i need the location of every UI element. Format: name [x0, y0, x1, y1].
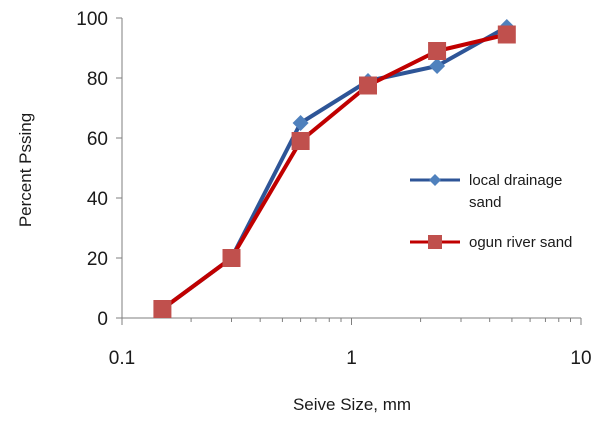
legend-label-line: sand — [469, 194, 502, 211]
y-tick-label: 20 — [87, 249, 108, 270]
axes: 0 20 40 60 80 100 0.1 1 10 — [76, 9, 591, 369]
legend-swatch-marker — [429, 174, 441, 186]
y-tick-label: 100 — [76, 9, 108, 30]
y-tick-label: 60 — [87, 129, 108, 150]
legend-label: local drainage sand — [469, 172, 562, 211]
legend-label: ogun river sand — [469, 234, 572, 251]
legend-label-line: local drainage — [469, 172, 562, 189]
series-line — [161, 25, 508, 311]
data-point — [153, 300, 172, 318]
x-axis-title: Seive Size, mm — [293, 395, 411, 414]
x-tick-label: 1 — [346, 348, 357, 369]
legend-item: ogun river sand — [410, 234, 572, 251]
data-point — [222, 249, 241, 267]
legend-swatch-marker — [428, 235, 442, 249]
data-point — [429, 58, 446, 74]
series-line — [161, 32, 508, 311]
data-point — [428, 42, 447, 60]
x-tick-label: 10 — [570, 348, 591, 369]
y-tick-label: 40 — [87, 189, 108, 210]
legend: local drainage sand ogun river sand — [410, 172, 572, 251]
y-tick-label: 0 — [97, 309, 108, 330]
data-point — [358, 76, 377, 95]
data-point — [497, 25, 516, 44]
y-axis-title: Percent Pssing — [16, 113, 35, 227]
y-tick-label: 80 — [87, 69, 108, 90]
series-1 — [153, 25, 516, 318]
series-0 — [154, 19, 515, 317]
data-point — [291, 132, 310, 150]
series-layer — [153, 19, 516, 318]
x-tick-label: 0.1 — [109, 348, 135, 369]
data-point — [292, 115, 309, 131]
legend-item: local drainage sand — [410, 172, 562, 211]
